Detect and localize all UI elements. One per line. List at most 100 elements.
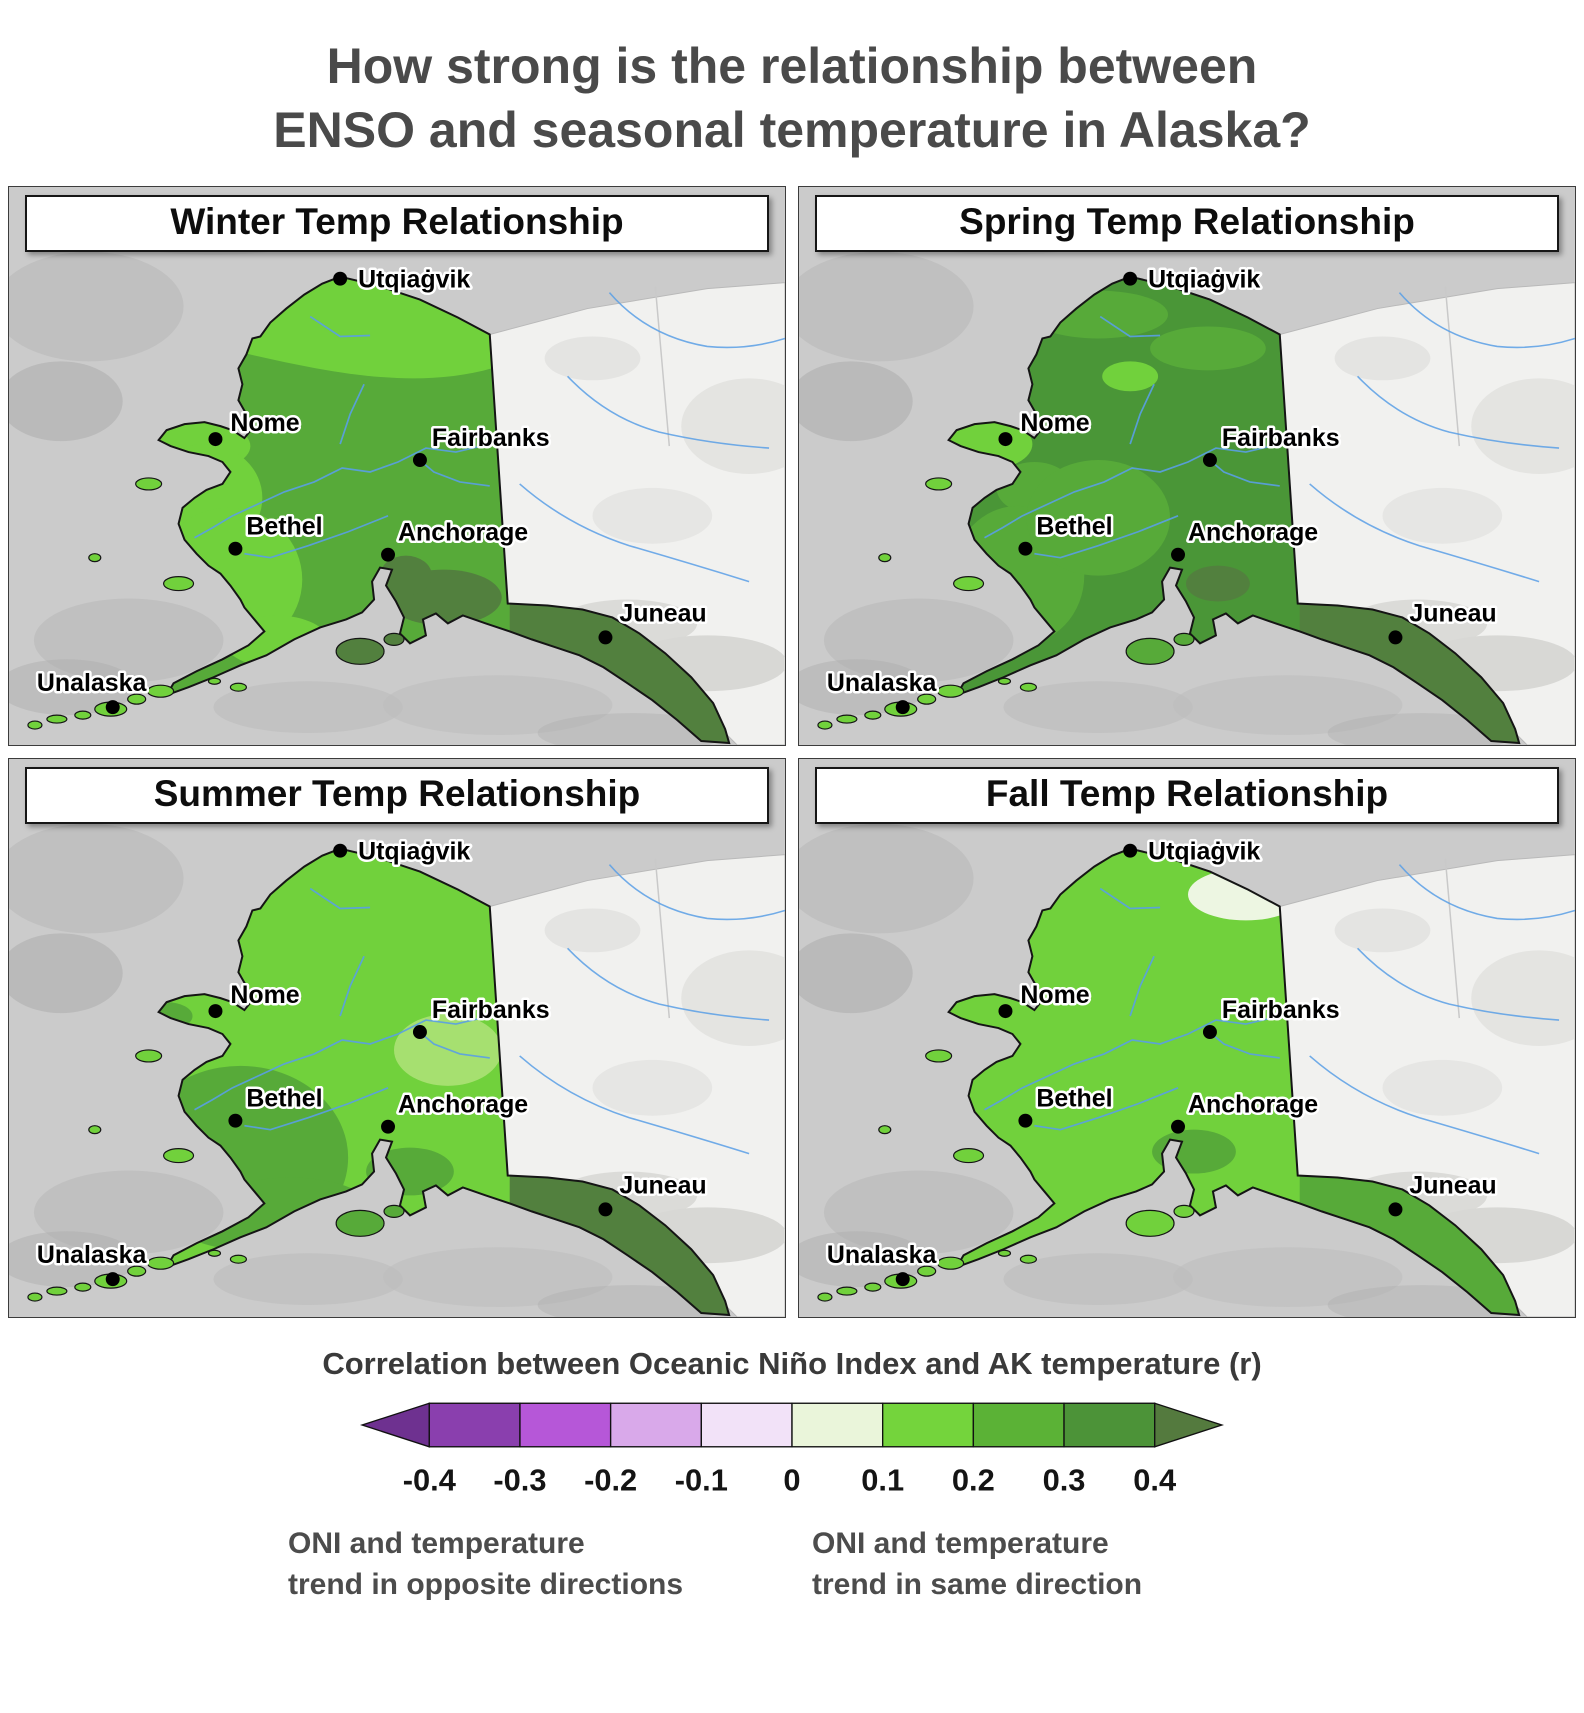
alaska-coastline — [157, 847, 731, 1317]
page-title: How strong is the relationship between E… — [0, 0, 1584, 162]
legend-segment-2 — [609, 1402, 703, 1448]
kodiak-island — [1125, 637, 1175, 665]
unalaska-dot — [105, 1272, 120, 1287]
anchorage-dot — [381, 547, 396, 562]
legend-notes: ONI and temperature trend in opposite di… — [0, 1518, 1584, 1648]
alaska-rivers — [194, 315, 490, 559]
nome-label: Nome — [230, 409, 299, 437]
utqiagvik-label: Utqiaġvik — [358, 266, 470, 294]
page-title-line2: ENSO and seasonal temperature in Alaska? — [273, 102, 1311, 158]
page-title-line1: How strong is the relationship between — [326, 38, 1258, 94]
bethel-dot — [228, 1113, 243, 1128]
legend-arrow-left — [359, 1402, 430, 1448]
alaska-map: Utqiaġvik Nome Fairbanks Bethel Anchorag… — [9, 187, 785, 745]
nome-dot — [998, 1004, 1013, 1019]
unalaska-dot — [895, 1272, 910, 1287]
legend-arrow-right — [1154, 1402, 1225, 1448]
anchorage-label: Anchorage — [398, 519, 528, 547]
legend-tick-2: -0.2 — [584, 1462, 637, 1497]
legend-segment-6 — [972, 1402, 1065, 1448]
unalaska-label: Unalaska — [37, 1241, 148, 1269]
kodiak-island — [335, 1209, 385, 1237]
juneau-dot — [1388, 630, 1403, 645]
legend-segment-0 — [428, 1402, 521, 1448]
nome-dot — [998, 432, 1013, 447]
utqiagvik-dot — [1123, 843, 1138, 858]
legend-note-opposite: ONI and temperature trend in opposite di… — [288, 1524, 683, 1605]
alaska-map: Utqiaġvik Nome Fairbanks Bethel Anchorag… — [9, 759, 785, 1317]
utqiagvik-dot — [333, 843, 348, 858]
fairbanks-dot — [1202, 1025, 1217, 1039]
unalaska-label: Unalaska — [827, 669, 938, 697]
city-markers: Utqiaġvik Nome Fairbanks Bethel Anchorag… — [34, 263, 709, 715]
nome-label: Nome — [1020, 409, 1089, 437]
fairbanks-dot — [1202, 453, 1217, 467]
canada-rivers — [519, 864, 785, 1155]
legend-tick-6: 0.2 — [952, 1462, 995, 1497]
page: How strong is the relationship between E… — [0, 0, 1584, 1648]
legend-title: Correlation between Oceanic Niño Index a… — [322, 1346, 1262, 1381]
juneau-label: Juneau — [1409, 599, 1496, 627]
note-text: trend in same direction — [812, 1567, 1143, 1601]
alaska-coastline — [157, 275, 731, 745]
panel-title-text: Fall Temp Relationship — [985, 773, 1389, 814]
bethel-dot — [1018, 541, 1033, 556]
juneau-label: Juneau — [1409, 1171, 1496, 1199]
legend-segment-5 — [881, 1402, 975, 1448]
alaska-map: Utqiaġvik Nome Fairbanks Bethel Anchorag… — [799, 759, 1575, 1317]
legend-tick-1: -0.3 — [493, 1462, 546, 1497]
alaska-rivers — [984, 315, 1280, 559]
fairbanks-dot — [412, 453, 427, 467]
anchorage-dot — [1171, 1119, 1186, 1134]
anchorage-label: Anchorage — [1188, 1091, 1318, 1119]
panel-grid: Utqiaġvik Nome Fairbanks Bethel Anchorag… — [0, 186, 1584, 1318]
bethel-dot — [228, 541, 243, 556]
legend-tick-3: -0.1 — [675, 1462, 728, 1497]
map-panel: Utqiaġvik Nome Fairbanks Bethel Anchorag… — [798, 186, 1576, 746]
islands — [27, 1049, 405, 1302]
legend-tick-5: 0.1 — [861, 1462, 904, 1497]
anchorage-dot — [381, 1119, 396, 1134]
note-text: ONI and temperature — [288, 1527, 585, 1560]
unalaska-dot — [895, 700, 910, 715]
bethel-label: Bethel — [246, 513, 322, 541]
alaska-rivers — [984, 887, 1280, 1131]
nome-dot — [208, 432, 223, 447]
kodiak-island — [1125, 1209, 1175, 1237]
city-markers: Utqiaġvik Nome Fairbanks Bethel Anchorag… — [824, 835, 1499, 1287]
utqiagvik-dot — [333, 271, 348, 286]
legend-tick-7: 0.3 — [1043, 1462, 1086, 1497]
panel-title: Fall Temp Relationship — [815, 767, 1559, 824]
bethel-dot — [1018, 1113, 1033, 1128]
map-panel: Utqiaġvik Nome Fairbanks Bethel Anchorag… — [8, 758, 786, 1318]
alaska-coastline — [947, 275, 1521, 745]
nome-label: Nome — [1020, 981, 1089, 1009]
panel-title: Summer Temp Relationship — [25, 767, 769, 824]
utqiagvik-label: Utqiaġvik — [358, 838, 470, 866]
utqiagvik-label: Utqiaġvik — [1148, 838, 1260, 866]
unalaska-label: Unalaska — [37, 669, 148, 697]
legend-tick-8: 0.4 — [1133, 1462, 1176, 1497]
city-markers: Utqiaġvik Nome Fairbanks Bethel Anchorag… — [34, 835, 709, 1287]
juneau-dot — [598, 630, 613, 645]
legend-colorbar: -0.4 -0.3 -0.2 -0.1 0 0.1 0.2 0.3 0.4 — [359, 1402, 1225, 1497]
panel-title-text: Summer Temp Relationship — [153, 773, 641, 814]
fairbanks-dot — [412, 1025, 427, 1039]
legend-tick-0: -0.4 — [403, 1462, 456, 1497]
legend-segment-3 — [700, 1402, 793, 1448]
anchorage-dot — [1171, 547, 1186, 562]
map-panel: Utqiaġvik Nome Fairbanks Bethel Anchorag… — [798, 758, 1576, 1318]
panel-title-text: Spring Temp Relationship — [959, 201, 1415, 242]
legend-segment-7 — [1063, 1402, 1156, 1448]
utqiagvik-label: Utqiaġvik — [1148, 266, 1260, 294]
canada-rivers — [1309, 864, 1575, 1155]
utqiagvik-dot — [1123, 271, 1138, 286]
nome-dot — [208, 1004, 223, 1019]
alaska-rivers — [194, 887, 490, 1131]
bethel-label: Bethel — [246, 1085, 322, 1113]
fairbanks-label: Fairbanks — [432, 996, 550, 1024]
canada-rivers — [1309, 292, 1575, 583]
ocean-relief — [9, 194, 728, 745]
legend-segment-4 — [791, 1402, 884, 1448]
islands — [817, 477, 1195, 730]
